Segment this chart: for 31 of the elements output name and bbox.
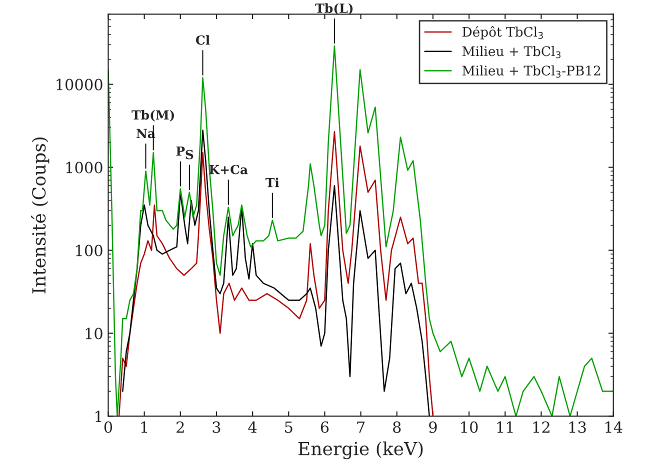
- y-tick-label: 10000: [56, 78, 102, 90]
- y-axis-title: Intensité (Coups): [31, 138, 50, 294]
- legend-label: Milieu + TbCl$_{3}$-PB12: [462, 65, 600, 78]
- x-tick-label: 8: [393, 421, 401, 433]
- annotation: S: [186, 150, 194, 160]
- x-tick-label: 9: [429, 421, 437, 433]
- legend-label: Dépôt TbCl$_{3}$: [462, 26, 543, 40]
- x-tick-label: 13: [569, 421, 586, 433]
- x-axis-title: Energie (keV): [298, 441, 423, 460]
- x-tick-label: 3: [212, 421, 220, 433]
- x-tick-label: 7: [357, 422, 365, 433]
- x-tick-label: 12: [533, 421, 550, 433]
- x-tick-label: 2: [176, 421, 184, 433]
- x-tick-label: 10: [461, 421, 478, 433]
- x-tick-label: 4: [248, 421, 257, 433]
- y-tick-label: 100: [76, 244, 102, 256]
- x-tick-label: 0: [104, 421, 112, 433]
- x-tick-label: 14: [606, 421, 622, 433]
- x-tick-label: 11: [497, 421, 513, 433]
- annotation: P: [176, 146, 185, 156]
- x-tick-label: 6: [320, 421, 329, 433]
- annotation: Ti: [266, 178, 280, 188]
- annotation: Cl: [196, 35, 210, 45]
- legend-label: Milieu + TbCl$_{3}$: [462, 46, 560, 58]
- annotation: Tb(L): [315, 3, 353, 15]
- y-tick-label: 1: [96, 410, 102, 422]
- x-tick-label: 1: [141, 421, 148, 433]
- annotation: Tb(M): [132, 110, 174, 122]
- x-tick-label: 5: [285, 422, 292, 433]
- y-tick-label: 1000: [66, 162, 102, 174]
- y-tick-label: 10: [86, 328, 102, 340]
